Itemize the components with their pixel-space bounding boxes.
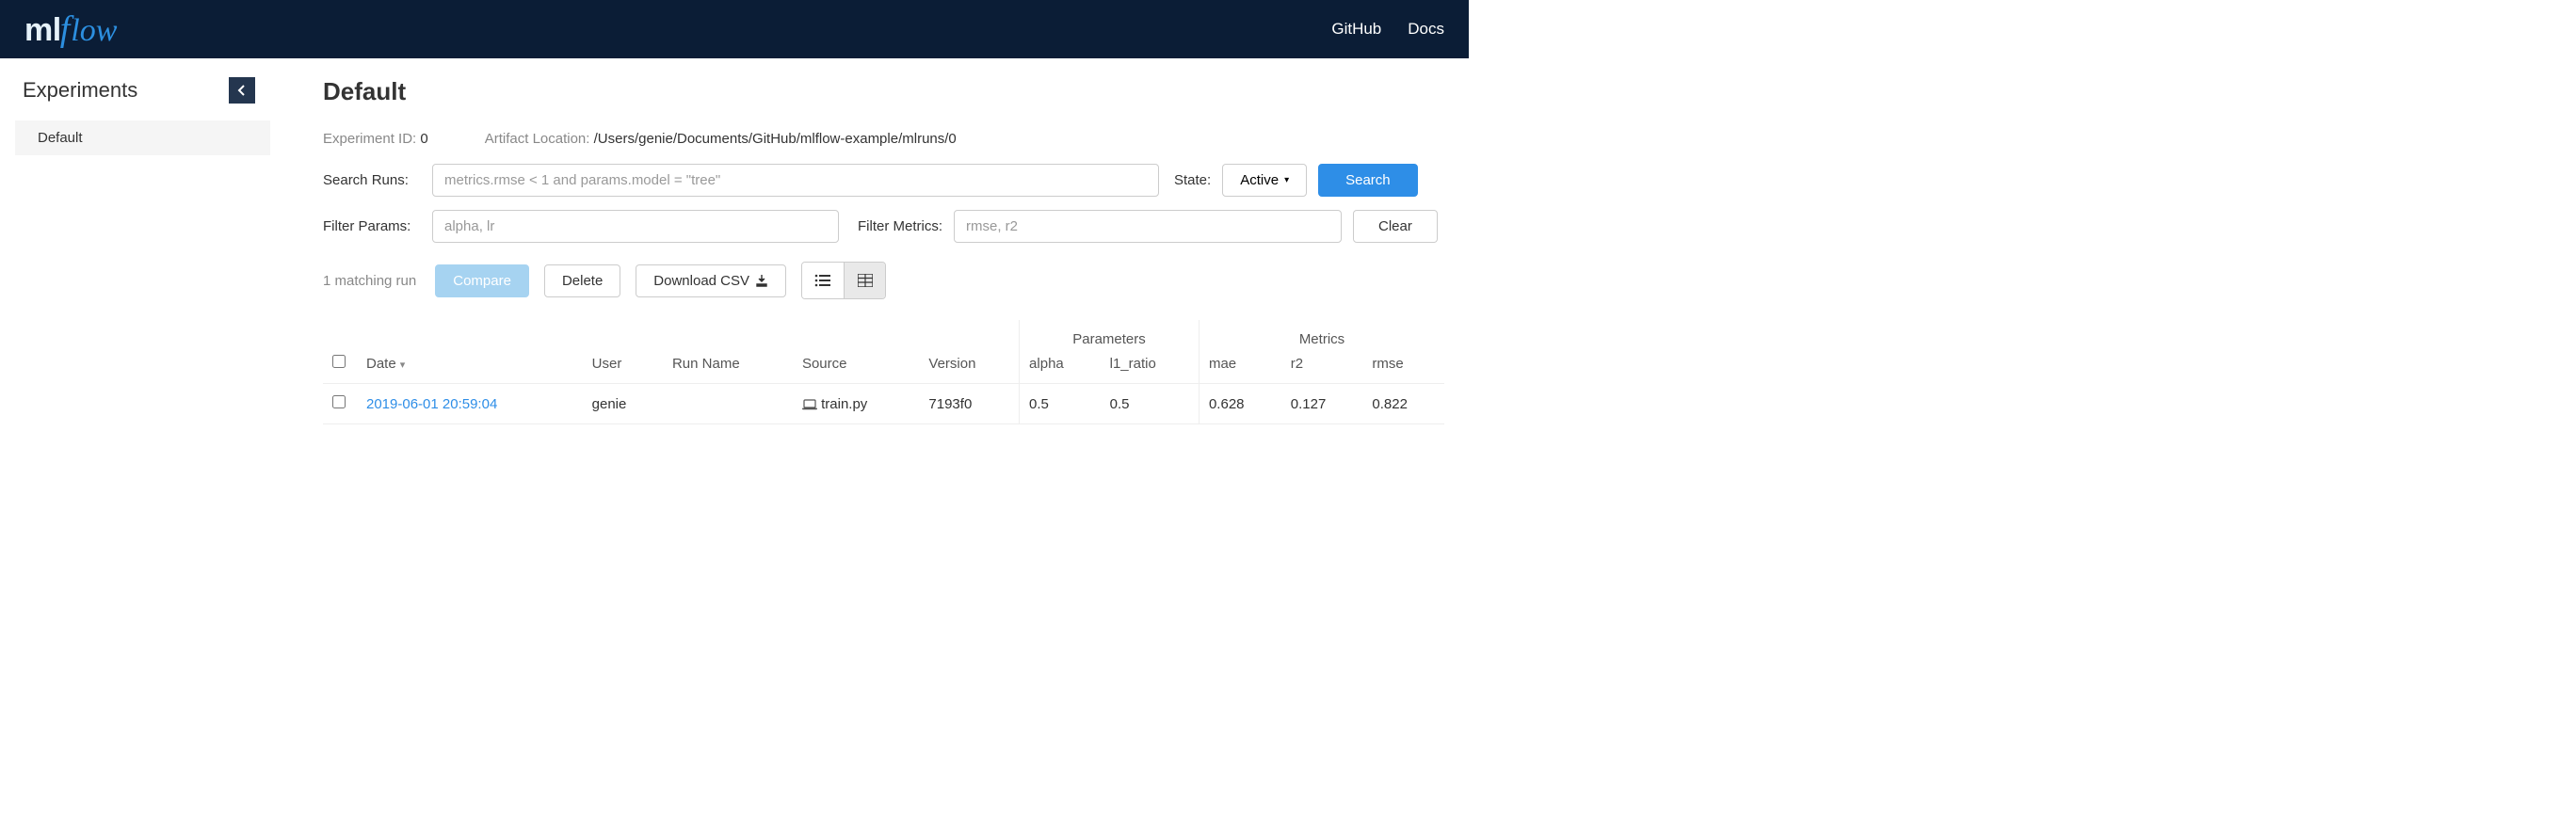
cell-alpha: 0.5 (1020, 384, 1101, 424)
cell-user: genie (583, 384, 663, 424)
search-runs-label: Search Runs: (323, 172, 421, 188)
caret-down-icon: ▾ (1284, 175, 1289, 185)
col-source[interactable]: Source (793, 351, 919, 384)
nav-link-github[interactable]: GitHub (1331, 20, 1381, 39)
logo-low-text: low (71, 13, 117, 49)
list-view-button[interactable] (802, 263, 844, 298)
parameters-group-header: Parameters (1020, 320, 1199, 351)
nav-links: GitHub Docs (1331, 20, 1444, 39)
metrics-group-header: Metrics (1199, 320, 1444, 351)
navbar: mlflow GitHub Docs (0, 0, 1469, 58)
sidebar-title: Experiments (23, 78, 137, 103)
cell-r2: 0.127 (1281, 384, 1363, 424)
state-label: State: (1174, 172, 1211, 188)
col-rmse[interactable]: rmse (1362, 351, 1444, 384)
filter-metrics-label: Filter Metrics: (858, 218, 942, 234)
col-version[interactable]: Version (919, 351, 1019, 384)
logo-f-text: f (60, 8, 71, 50)
cell-rmse: 0.822 (1362, 384, 1444, 424)
main-content: Default Experiment ID: 0 Artifact Locati… (278, 58, 1469, 443)
state-dropdown-value: Active (1240, 172, 1279, 188)
mlflow-logo[interactable]: mlflow (24, 8, 117, 50)
sort-desc-icon: ▾ (400, 360, 406, 371)
view-toggle (801, 262, 886, 299)
run-date-link[interactable]: 2019-06-01 20:59:04 (366, 396, 497, 412)
select-all-checkbox[interactable] (332, 355, 346, 368)
download-csv-button[interactable]: Download CSV (636, 264, 786, 297)
col-date[interactable]: Date▾ (357, 351, 583, 384)
col-mae[interactable]: mae (1199, 351, 1280, 384)
cell-source: train.py (793, 384, 919, 424)
matching-runs-text: 1 matching run (323, 273, 416, 289)
col-alpha[interactable]: alpha (1020, 351, 1101, 384)
artifact-location-label: Artifact Location: (485, 131, 590, 147)
grid-icon (858, 274, 873, 287)
chevron-left-icon (237, 84, 247, 97)
artifact-location-value: /Users/genie/Documents/GitHub/mlflow-exa… (594, 131, 957, 147)
grid-view-button[interactable] (844, 263, 885, 298)
laptop-icon (802, 396, 821, 412)
cell-mae: 0.628 (1199, 384, 1280, 424)
filter-params-label: Filter Params: (323, 218, 421, 234)
page-title: Default (323, 77, 1444, 106)
cell-run-name (663, 384, 793, 424)
clear-button[interactable]: Clear (1353, 210, 1438, 243)
sidebar: Experiments Default (0, 58, 278, 443)
collapse-sidebar-button[interactable] (229, 77, 255, 104)
filter-params-input[interactable] (432, 210, 839, 243)
runs-table: Parameters Metrics Date▾ User Run Name S… (323, 320, 1444, 424)
delete-button[interactable]: Delete (544, 264, 620, 297)
col-l1-ratio[interactable]: l1_ratio (1101, 351, 1199, 384)
download-icon (755, 273, 768, 289)
search-runs-input[interactable] (432, 164, 1159, 197)
col-r2[interactable]: r2 (1281, 351, 1363, 384)
nav-link-docs[interactable]: Docs (1408, 20, 1444, 39)
experiment-id-label: Experiment ID: (323, 131, 416, 147)
search-button[interactable]: Search (1318, 164, 1418, 197)
logo-ml-text: ml (24, 12, 61, 49)
state-dropdown[interactable]: Active ▾ (1222, 164, 1307, 197)
col-user[interactable]: User (583, 351, 663, 384)
filter-metrics-input[interactable] (954, 210, 1342, 243)
sidebar-item-default[interactable]: Default (15, 120, 270, 155)
col-run-name[interactable]: Run Name (663, 351, 793, 384)
download-csv-label: Download CSV (653, 273, 749, 289)
cell-version: 7193f0 (919, 384, 1019, 424)
cell-l1-ratio: 0.5 (1101, 384, 1199, 424)
compare-button[interactable]: Compare (435, 264, 529, 297)
experiment-id-value: 0 (420, 131, 427, 147)
table-row: 2019-06-01 20:59:04 genie train.py 7193f… (323, 384, 1444, 424)
row-checkbox[interactable] (332, 395, 346, 408)
list-icon (814, 274, 831, 287)
